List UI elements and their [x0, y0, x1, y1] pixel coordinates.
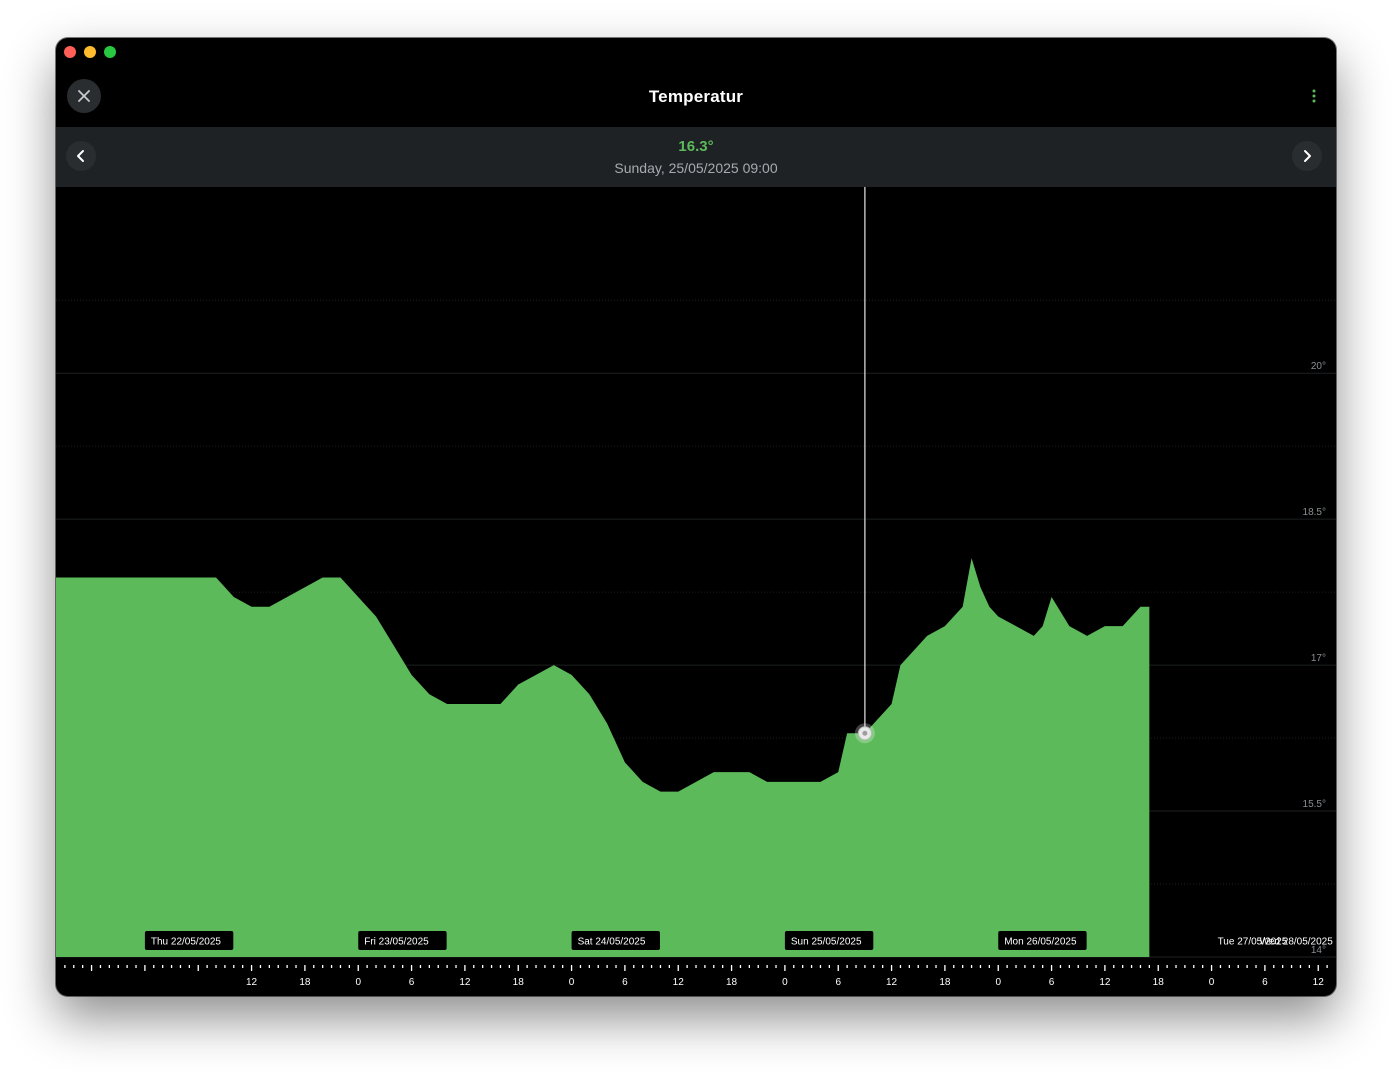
- y-tick-label: 15.5°: [1303, 799, 1326, 810]
- close-button[interactable]: [67, 79, 101, 113]
- window-controls: [64, 46, 116, 58]
- day-label: Wed 28/05/2025: [1260, 937, 1334, 948]
- hour-tick-label: 18: [939, 977, 951, 988]
- day-label: Sun 25/05/2025: [791, 937, 862, 948]
- day-label-background: [358, 931, 447, 950]
- hour-tick-label: 12: [1099, 977, 1111, 988]
- day-label-background: [784, 931, 874, 950]
- y-tick-label: 14°: [1311, 945, 1326, 956]
- day-label-background: [144, 931, 234, 950]
- selection-marker-center: [862, 730, 868, 736]
- day-label: Thu 22/05/2025: [151, 937, 221, 948]
- hour-tick-label: 12: [886, 977, 898, 988]
- hour-tick-label: 18: [1153, 977, 1165, 988]
- header: Temperatur: [56, 66, 1336, 127]
- page-title: Temperatur: [648, 86, 744, 106]
- hour-tick-label: 18: [726, 977, 738, 988]
- hour-tick-label: 18: [513, 977, 525, 988]
- zoom-window-button[interactable]: [104, 46, 116, 58]
- chevron-left-icon: [77, 150, 84, 162]
- hour-tick-label: 0: [1209, 977, 1215, 988]
- vertical-dots-icon: [1312, 89, 1316, 103]
- hour-tick-label: 0: [782, 977, 788, 988]
- selected-reading: 16.3° Sunday, 25/05/2025 09:00: [56, 138, 1336, 178]
- day-label: Tue 27/05/2025: [1218, 937, 1288, 948]
- hour-tick-label: 6: [622, 977, 628, 988]
- day-label-background: [571, 931, 660, 950]
- day-label-background: [998, 931, 1087, 950]
- day-label: Mon 26/05/2025: [1004, 937, 1077, 948]
- reading-datetime: Sunday, 25/05/2025 09:00: [614, 160, 778, 176]
- y-tick-label: 20°: [1311, 361, 1326, 372]
- hour-tick-label: 0: [995, 977, 1001, 988]
- day-label: Sat 24/05/2025: [578, 937, 646, 948]
- hour-tick-label: 0: [569, 977, 575, 988]
- hour-tick-label: 12: [459, 977, 471, 988]
- temperature-area: [56, 558, 1150, 957]
- app-window: Temperatur 16.3° Sunday, 25/05/2025 09:0…: [56, 38, 1336, 996]
- next-button[interactable]: [1292, 141, 1322, 171]
- previous-button[interactable]: [66, 141, 96, 171]
- hour-tick-label: 12: [673, 977, 685, 988]
- reading-value: 16.3°: [678, 138, 714, 155]
- close-window-button[interactable]: [64, 46, 76, 58]
- minimize-window-button[interactable]: [84, 46, 96, 58]
- hour-tick-label: 12: [246, 977, 258, 988]
- y-tick-label: 18.5°: [1303, 507, 1326, 518]
- hour-tick-label: 6: [409, 977, 415, 988]
- temperature-chart[interactable]: 20° 18.5° 17° 15.5° 14° Thu 22/05/2025 Fri 23/…: [56, 187, 1336, 996]
- hour-tick-label: 12: [1313, 977, 1325, 988]
- day-label: Fri 23/05/2025: [364, 937, 429, 948]
- hour-tick-label: 6: [835, 977, 841, 988]
- reading-navigation-bar: [56, 127, 1336, 187]
- hour-tick-label: 18: [299, 977, 311, 988]
- hour-tick-label: 6: [1262, 977, 1268, 988]
- hour-tick-label: 6: [1049, 977, 1055, 988]
- y-tick-label: 17°: [1311, 653, 1326, 664]
- more-options-button[interactable]: [1306, 86, 1322, 106]
- chevron-right-icon: [1304, 150, 1311, 162]
- hour-tick-label: 0: [355, 977, 361, 988]
- close-icon: [78, 90, 90, 102]
